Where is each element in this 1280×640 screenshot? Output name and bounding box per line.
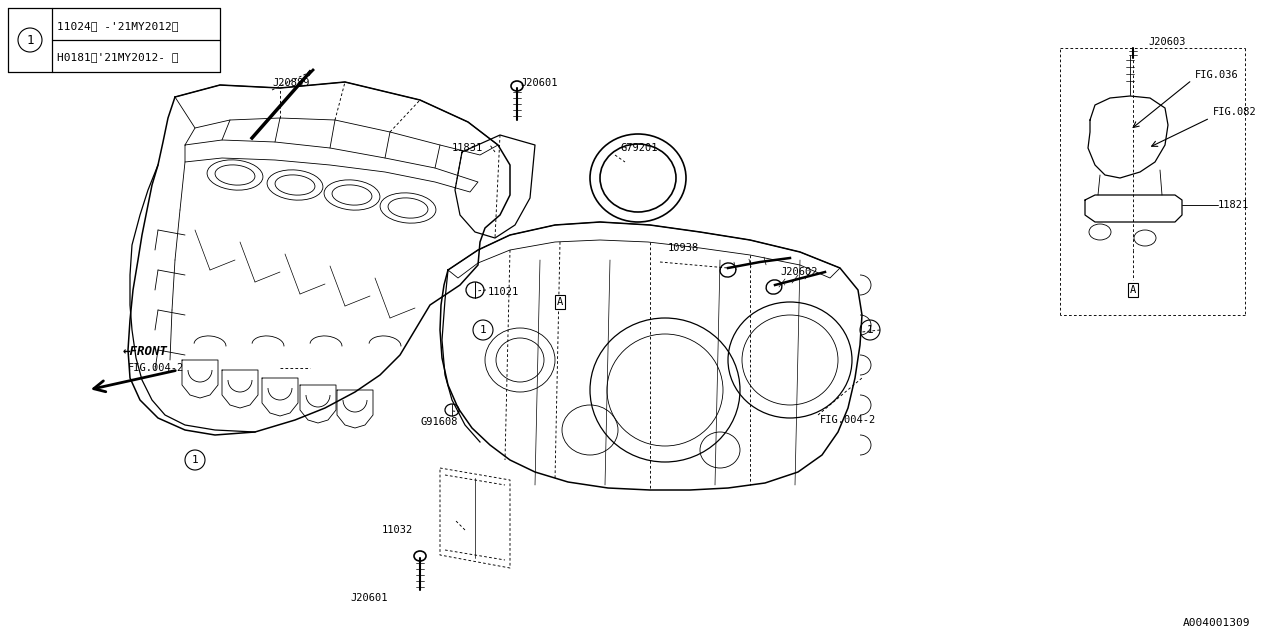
Text: 1: 1 <box>192 455 198 465</box>
Text: 10938: 10938 <box>668 243 699 253</box>
Text: FIG.082: FIG.082 <box>1213 107 1257 117</box>
Text: J20601: J20601 <box>349 593 388 603</box>
Text: A004001309: A004001309 <box>1183 618 1251 628</box>
Text: J20602: J20602 <box>780 267 818 277</box>
Text: J20889: J20889 <box>273 78 310 88</box>
Text: G91608: G91608 <box>420 417 457 427</box>
Text: J20601: J20601 <box>520 78 558 88</box>
Text: J20603: J20603 <box>1148 37 1185 47</box>
Text: 11032: 11032 <box>381 525 413 535</box>
Text: 1: 1 <box>480 325 486 335</box>
Text: 11831: 11831 <box>452 143 484 153</box>
Text: A: A <box>1130 285 1137 295</box>
Text: G79201: G79201 <box>620 143 658 153</box>
Text: ←FRONT: ←FRONT <box>123 345 168 358</box>
Text: FIG.004-2: FIG.004-2 <box>820 415 877 425</box>
Text: H0181〈'21MY2012- 〉: H0181〈'21MY2012- 〉 <box>58 52 178 62</box>
Text: FIG.004-2: FIG.004-2 <box>128 363 184 373</box>
Text: A: A <box>557 297 563 307</box>
Text: 1: 1 <box>27 33 33 47</box>
Text: 1: 1 <box>867 325 873 335</box>
Text: 11021: 11021 <box>488 287 520 297</box>
Text: 11821: 11821 <box>1219 200 1249 210</box>
Text: FIG.036: FIG.036 <box>1196 70 1239 80</box>
Text: 11024〈 -'21MY2012〉: 11024〈 -'21MY2012〉 <box>58 21 178 31</box>
